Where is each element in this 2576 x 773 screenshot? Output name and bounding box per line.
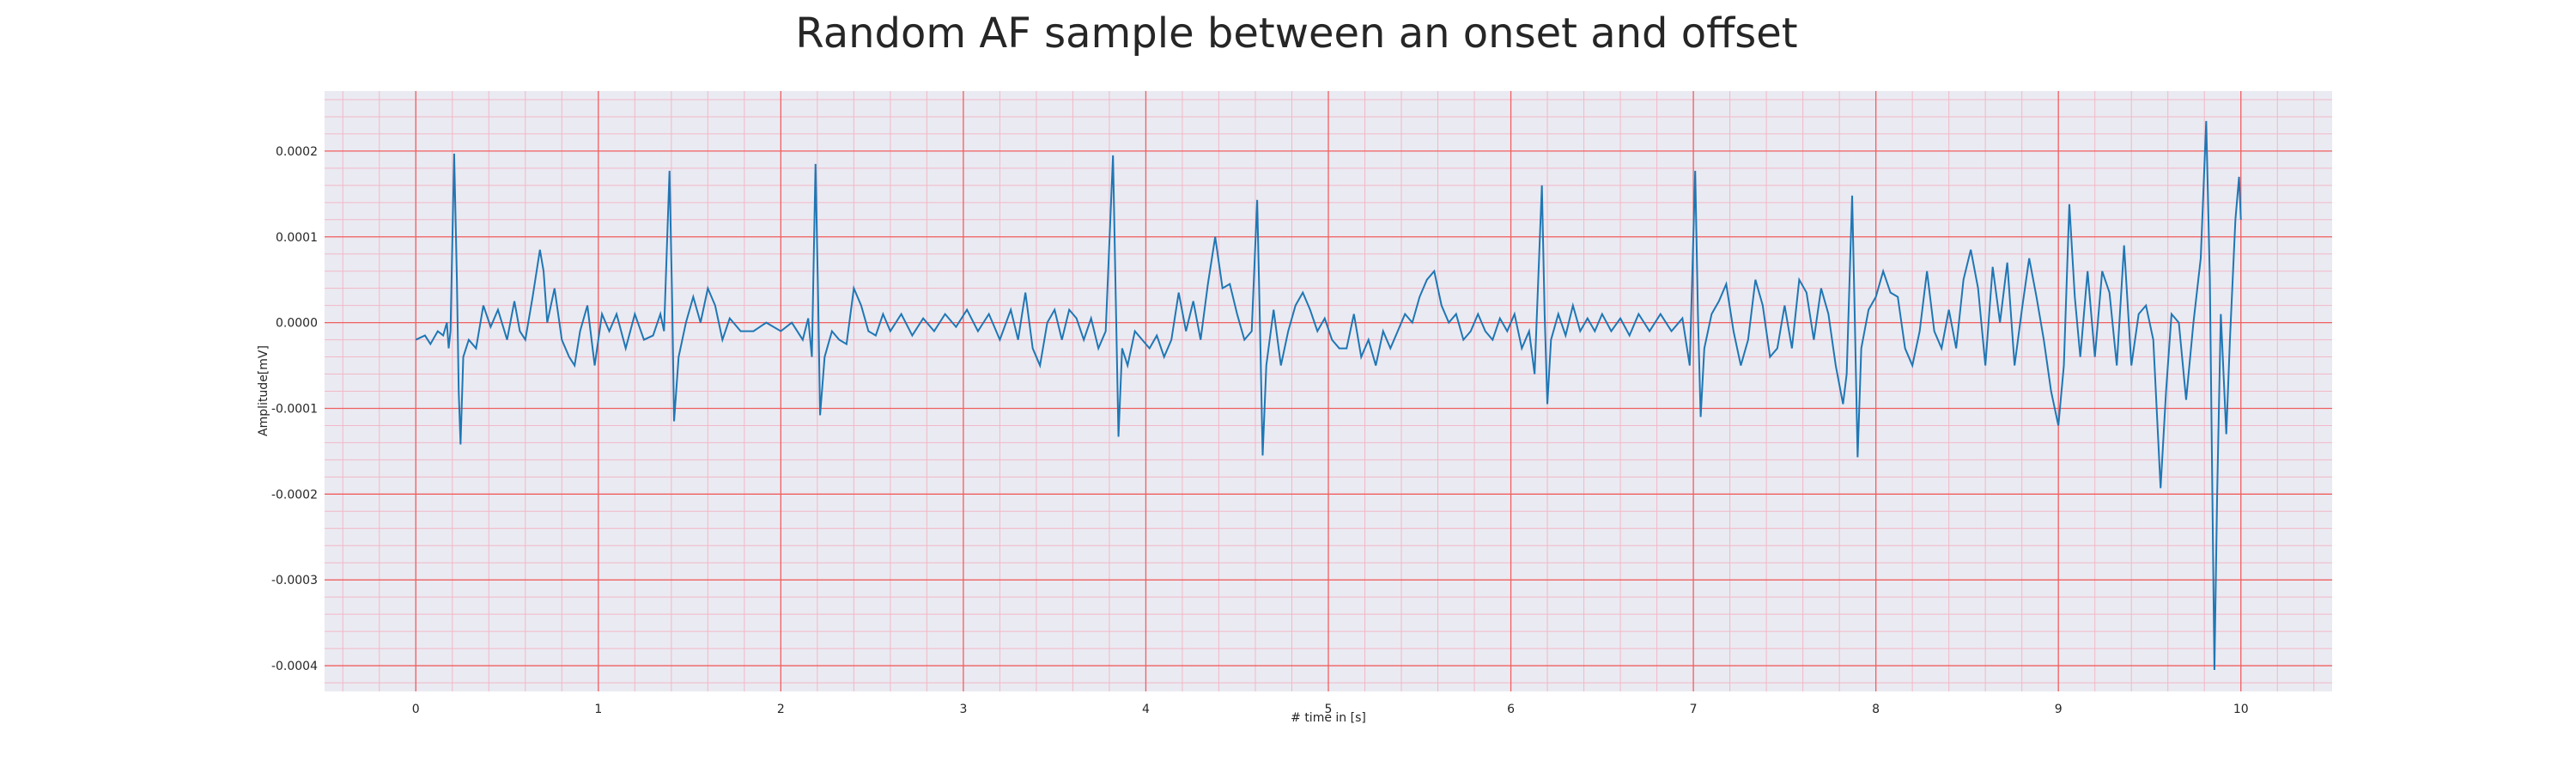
y-tick-label: 0.0002 [276, 145, 318, 159]
y-tick-label: -0.0004 [271, 660, 318, 673]
x-tick-label: 9 [2055, 703, 2063, 716]
x-tick-label: 8 [1872, 703, 1880, 716]
chart-title: Random AF sample between an onset and of… [795, 9, 1797, 58]
x-tick-label: 2 [777, 703, 785, 716]
x-axis-label: # time in [s] [1291, 711, 1366, 725]
x-tick-label: 7 [1690, 703, 1698, 716]
x-tick-label: 5 [1325, 703, 1333, 716]
y-tick-label: 0.0001 [276, 231, 318, 245]
y-tick-label: -0.0003 [271, 574, 318, 587]
y-axis-label: Amplitude[mV] [257, 345, 270, 436]
y-tick-labels: 0.0002 0.0001 0.0000 -0.0001 -0.0002 -0.0003 -… [271, 145, 318, 673]
series-line [415, 120, 2242, 671]
x-tick-label: 0 [412, 703, 420, 716]
x-tick-label: 1 [594, 703, 602, 716]
x-tick-label: 6 [1507, 703, 1515, 716]
y-tick-label: -0.0002 [271, 488, 318, 502]
y-tick-label: -0.0001 [271, 402, 318, 416]
major-grid [325, 91, 2332, 691]
y-tick-label: 0.0000 [276, 317, 318, 331]
x-tick-label: 4 [1142, 703, 1150, 716]
x-tick-label: 10 [2233, 703, 2249, 716]
x-tick-label: 3 [959, 703, 967, 716]
x-tick-labels: 0 1 2 3 4 5 6 7 8 9 10 [412, 703, 2249, 716]
